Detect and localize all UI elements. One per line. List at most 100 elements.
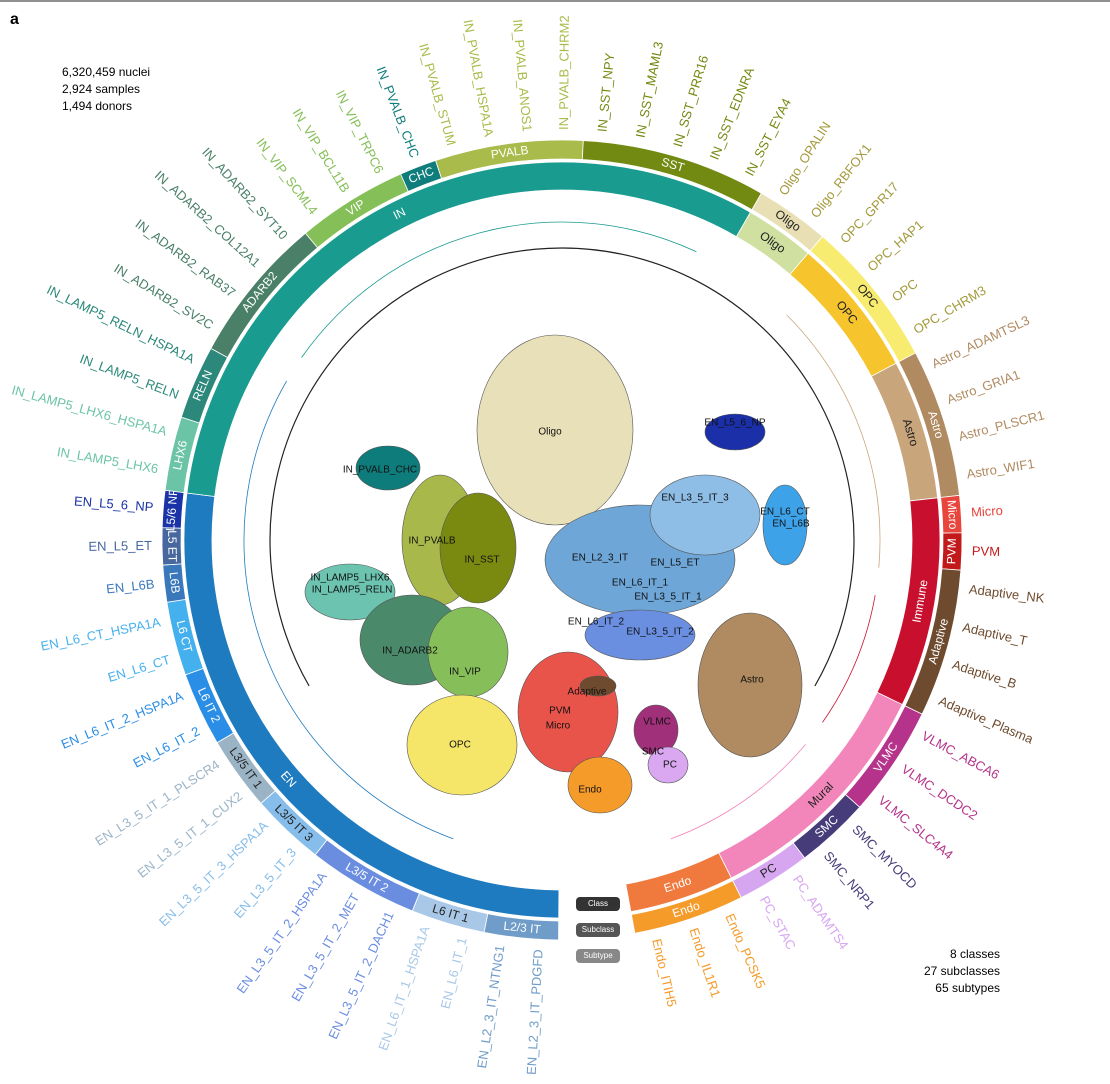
subtype-label: EN_L3_5_IT_1_PLSCR4	[92, 757, 222, 849]
umap-label: EN_L6_IT_2	[568, 617, 625, 628]
umap-label: IN_ADARB2	[382, 646, 438, 657]
subtype-label: Astro_WIF1	[965, 456, 1035, 482]
dendrogram	[301, 221, 697, 358]
ring-label: SST	[660, 155, 687, 175]
subtype-label: EN_L6_IT_2	[131, 723, 203, 770]
umap-label: PC	[663, 760, 677, 771]
subtype-label: IN_VIP_TRPC6	[333, 88, 387, 176]
umap-label: IN_SST	[464, 555, 499, 566]
subtype-label: IN_LAMP5_RELN	[78, 351, 181, 402]
umap-cluster	[584, 609, 696, 661]
ring-label: LHX6	[170, 439, 190, 472]
umap-label: Adaptive	[568, 687, 607, 698]
umap-label: IN_LAMP5_LHX6	[311, 573, 390, 584]
subtype-label: Astro_PLSCR1	[957, 407, 1046, 444]
umap-label: Endo	[578, 785, 602, 796]
rings: EN_L2_3_IT_PDGFD EN_L2_3_IT_NTNG1 L2/3 IT E…	[10, 15, 1046, 1075]
umap-cluster	[406, 694, 518, 796]
umap-label: IN_PVALB	[408, 536, 455, 547]
legend-pill	[576, 897, 620, 911]
ring-label: PVALB	[490, 143, 529, 162]
stat: 2,924 samples	[62, 82, 140, 96]
subtype-label: Adaptive_NK	[968, 582, 1045, 606]
subtype-label: OPC_CHRM3	[911, 283, 989, 337]
stat: 27 subclasses	[924, 964, 1000, 978]
legend-pill	[576, 949, 620, 963]
umap-cluster	[567, 756, 633, 814]
subtype-label: IN_SST_EDNRA	[707, 65, 758, 162]
umap-label: SMC	[642, 747, 664, 758]
umap-cluster	[762, 484, 808, 566]
umap-label: EN_L6B	[772, 519, 810, 530]
subtype-label: IN_PVALB_STUM	[416, 42, 459, 147]
ring-label: L5 ET	[165, 530, 180, 563]
subtype-label: Astro_GRIA1	[945, 367, 1022, 407]
umap-cluster	[704, 413, 766, 451]
umap-cluster	[697, 612, 803, 758]
umap-label: Micro	[546, 721, 571, 732]
subtype-label: EN_L2_3_IT_NTNG1	[474, 944, 507, 1069]
ring-label: L2/3 IT	[503, 919, 542, 937]
subtype-label: Adaptive_Plasma	[937, 693, 1037, 747]
subtype-label: IN_LAMP5_LHX6_HSPA1A	[10, 382, 169, 439]
subtype-label: IN_SST_PRR16	[670, 54, 711, 149]
umap-label: IN_PVALB_CHC	[343, 465, 417, 476]
umap-cluster	[427, 606, 509, 698]
subtype-label: EN_L6_CT_HSPA1A	[39, 614, 162, 653]
subtype-label: SMC_NRP1	[821, 848, 878, 912]
umap-cluster	[355, 445, 421, 491]
subtype-label: Endo_IL1R1	[686, 926, 723, 999]
umap-label: EN_L3_5_IT_1	[634, 592, 702, 603]
subtype-label: OPC_GPR17	[837, 179, 901, 246]
legend-label: Class	[588, 899, 608, 908]
subtype-label: Endo_ITIH5	[649, 937, 679, 1008]
umap-label: EN_L2_3_IT	[572, 553, 628, 564]
umap-label: EN_L5_6_NP	[704, 418, 765, 429]
umap-label: IN_VIP	[449, 667, 481, 678]
umap-cluster	[304, 563, 396, 621]
subtype-label: EN_L5_6_NP	[73, 493, 153, 514]
umap-label: VLMC	[643, 717, 671, 728]
subtype-label: EN_L5_ET	[88, 538, 152, 554]
subtype-label: OPC_HAP1	[864, 217, 926, 274]
legend-pill	[576, 923, 620, 937]
subtype-label: IN_PVALB_CHRM2	[556, 15, 572, 130]
subtype-label: Adaptive_B	[951, 657, 1019, 692]
ring-label: L6B	[167, 571, 183, 594]
class-segment	[625, 852, 732, 913]
subtype-label: VLMC_ABCA6	[919, 728, 1002, 782]
subtype-label: IN_SST_MAML3	[633, 40, 667, 139]
stat: 65 subtypes	[935, 981, 1000, 995]
subtype-label: IN_SST_NPY	[594, 52, 617, 133]
umap-label: EN_L3_5_IT_2	[626, 627, 694, 638]
umap-cluster	[476, 334, 634, 526]
subtype-label: EN_L6_IT_1	[437, 936, 469, 1010]
subtype-label: IN_SST_EYA4	[742, 96, 794, 178]
umap-label: EN_L3_5_IT_3	[661, 493, 729, 504]
umap-label: OPC	[449, 740, 471, 751]
panel-label: a	[10, 11, 19, 28]
umap-label: Astro	[740, 675, 764, 686]
umap-label: EN_L6_CT	[760, 507, 809, 518]
ring-label: IN	[391, 204, 408, 222]
stat: 6,320,459 nuclei	[62, 65, 150, 79]
stat: 8 classes	[950, 947, 1000, 961]
umap-label: EN_L6_IT_1	[612, 578, 669, 589]
dendrogram	[269, 247, 855, 687]
stat: 1,494 donors	[62, 99, 132, 113]
umap-label: EN_L5_ET	[651, 558, 700, 569]
subtype-label: Endo_PCSK5	[722, 911, 768, 990]
subtype-label: IN_PVALB_HSPA1A	[460, 18, 496, 138]
subtype-label: EN_L2_3_IT_PDGFD	[524, 949, 546, 1075]
subtype-label: IN_PVALB_ANOS1	[510, 19, 535, 132]
ring-label: L5/6 NP	[163, 487, 180, 531]
umap-cluster	[647, 746, 689, 784]
subtype-label: EN_L6_CT	[106, 652, 172, 685]
subtype-label: IN_PVALB_CHC	[374, 64, 423, 160]
subtype-label: Micro	[971, 503, 1004, 520]
subtype-label: Adaptive_T	[961, 620, 1029, 649]
subtype-label: EN_L3_5_IT_3_HSPA1A	[156, 818, 271, 930]
umap-cluster	[579, 675, 617, 697]
